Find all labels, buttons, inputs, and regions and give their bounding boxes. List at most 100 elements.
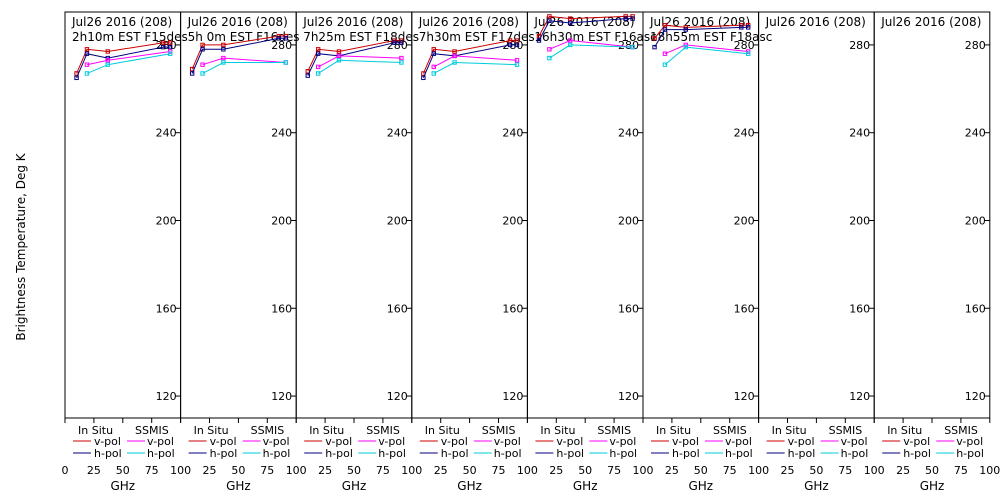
x-tick-label: 75 [723, 464, 737, 477]
x-tick-label: 100 [517, 464, 538, 477]
data-point-in-situ-v-pol [221, 42, 226, 48]
data-point-in-situ-h-pol [745, 25, 751, 30]
x-tick-label: 25 [549, 464, 563, 477]
x-tick-label: 50 [809, 464, 823, 477]
x-tick-label: 50 [463, 464, 477, 477]
panel-title: Jul26 2016 (208) [71, 15, 172, 29]
y-tick-label: 120 [271, 390, 292, 403]
x-tick-label: 100 [864, 464, 885, 477]
x-tick-label: 100 [633, 464, 654, 477]
series-line-ssmis-h-pol [86, 53, 171, 74]
x-tick-label: 75 [607, 464, 621, 477]
legend-label-insitu-v-pol: v-pol [788, 435, 815, 448]
series-line-ssmis-v-pol [549, 39, 633, 50]
data-point-in-situ-h-pol [305, 73, 310, 78]
panel-subtitle: 7h30m EST F17des [419, 30, 535, 44]
data-point-ssmis-v-pol [105, 58, 110, 63]
legend-insitu-title: In Situ [656, 424, 691, 437]
series-line-ssmis-h-pol [202, 62, 286, 74]
series-line-ssmis-h-pol [433, 61, 518, 74]
data-point-in-situ-h-pol [683, 27, 688, 32]
series-line-ssmis-h-pol [664, 46, 749, 66]
y-tick-label: 160 [965, 302, 986, 315]
legend-insitu-title: In Situ [772, 424, 807, 437]
x-tick-label: 100 [170, 464, 191, 477]
y-tick-label: 120 [156, 390, 177, 403]
series-line-ssmis-v-pol [86, 51, 171, 66]
y-axis-label: Brightness Temperature, Deg K [14, 152, 28, 340]
legend-insitu-title: In Situ [887, 424, 922, 437]
series-line-ssmis-v-pol [433, 55, 518, 68]
legend-insitu-title: In Situ [309, 424, 344, 437]
panel-title: Jul26 2016 (208) [765, 15, 866, 29]
data-point-ssmis-h-pol [221, 60, 226, 65]
data-point-in-situ-h-pol [161, 44, 166, 50]
data-point-in-situ-v-pol [167, 40, 173, 45]
y-tick-label: 160 [734, 302, 755, 315]
data-point-ssmis-h-pol [630, 44, 635, 50]
data-point-ssmis-v-pol [315, 64, 321, 70]
panel-title: Jul26 2016 (208) [880, 15, 981, 29]
x-axis-label: GHz [110, 479, 135, 493]
x-tick-label: 25 [896, 464, 910, 477]
panel-title: Jul26 2016 (208) [187, 15, 288, 29]
legend-label-ssmis-v-pol: v-pol [956, 435, 983, 448]
legend-label-insitu-v-pol: v-pol [556, 435, 583, 448]
data-point-in-situ-v-pol [315, 47, 321, 52]
y-tick-label: 200 [502, 214, 523, 227]
x-axis-label: GHz [457, 479, 482, 493]
x-axis-label: GHz [573, 479, 598, 493]
x-tick-label: 50 [694, 464, 708, 477]
x-axis-label: GHz [342, 479, 367, 493]
data-point-ssmis-h-pol [567, 42, 573, 48]
data-point-in-situ-h-pol [567, 20, 573, 26]
data-point-ssmis-v-pol [200, 62, 205, 67]
data-point-ssmis-h-pol [514, 62, 520, 67]
legend-label-ssmis-h-pol: h-pol [378, 447, 406, 460]
y-tick-label: 200 [965, 214, 986, 227]
y-tick-label: 240 [502, 127, 523, 140]
legend-insitu-title: In Situ [78, 424, 113, 437]
y-tick-label: 120 [965, 390, 986, 403]
data-point-in-situ-h-pol [514, 42, 520, 48]
x-tick-label: 75 [954, 464, 968, 477]
data-point-ssmis-v-pol [567, 38, 573, 43]
data-point-ssmis-h-pol [662, 62, 668, 67]
series-line-ssmis-v-pol [317, 55, 402, 68]
series-line-in-situ-v-pol [307, 40, 402, 72]
data-point-ssmis-h-pol [431, 71, 436, 76]
panel-title: Jul26 2016 (208) [418, 15, 519, 29]
x-tick-label: 100 [286, 464, 307, 477]
legend-label-insitu-h-pol: h-pol [94, 447, 122, 460]
data-point-in-situ-v-pol [336, 49, 342, 54]
data-point-ssmis-h-pol [315, 71, 321, 76]
legend-ssmis-title: SSMIS [135, 424, 169, 437]
data-point-in-situ-h-pol [84, 51, 90, 56]
legend-ssmis-title: SSMIS [713, 424, 747, 437]
x-tick-label: 25 [203, 464, 217, 477]
data-point-in-situ-v-pol [547, 14, 552, 19]
data-point-ssmis-h-pol [200, 71, 205, 76]
y-tick-label: 240 [965, 127, 986, 140]
x-tick-label: 75 [492, 464, 506, 477]
y-tick-label: 120 [502, 390, 523, 403]
y-tick-label: 240 [156, 127, 177, 140]
x-tick-label: 50 [116, 464, 130, 477]
series-line-in-situ-v-pol [76, 42, 171, 74]
series-line-in-situ-h-pol [654, 26, 749, 48]
data-point-in-situ-v-pol [105, 49, 110, 54]
x-tick-label: 75 [838, 464, 852, 477]
legend-ssmis-title: SSMIS [251, 424, 285, 437]
series-line-in-situ-h-pol [538, 18, 633, 41]
y-tick-label: 280 [734, 39, 755, 52]
y-tick-label: 240 [618, 127, 639, 140]
x-axis-label: GHz [688, 479, 713, 493]
data-point-ssmis-v-pol [547, 47, 552, 52]
data-point-in-situ-h-pol [507, 42, 513, 48]
x-axis-label: GHz [226, 479, 251, 493]
x-tick-label: 100 [748, 464, 769, 477]
y-tick-label: 160 [387, 302, 408, 315]
